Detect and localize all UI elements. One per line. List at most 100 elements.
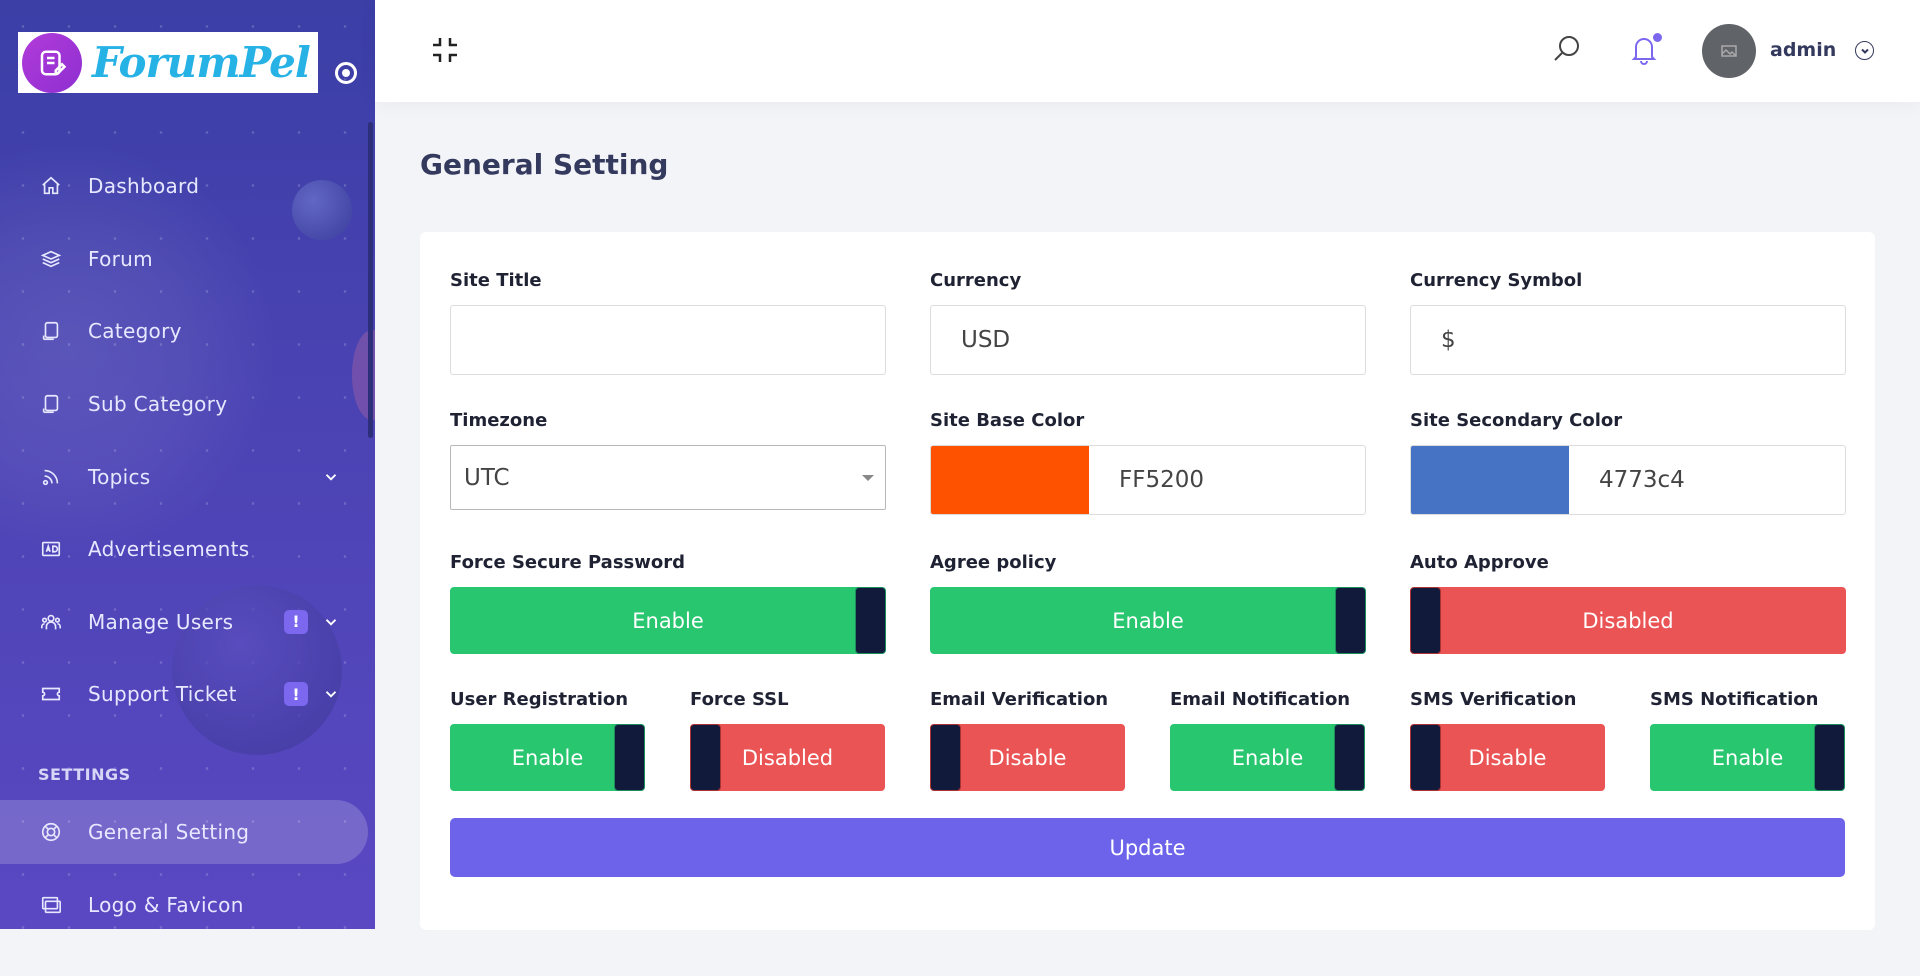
currency-symbol-label: Currency Symbol	[1410, 270, 1583, 291]
timezone-label: Timezone	[450, 410, 548, 431]
email-notification-toggle[interactable]: Enable	[1170, 724, 1365, 791]
sidebar-item-label: Sub Category	[88, 392, 228, 417]
sidebar-item-label: General Setting	[88, 820, 250, 845]
chevron-down-icon	[322, 468, 340, 486]
user-name[interactable]: admin	[1770, 39, 1837, 61]
sms-verification-label: SMS Verification	[1410, 689, 1577, 710]
sidebar-item-category[interactable]: Category	[0, 295, 375, 368]
rss-icon	[38, 464, 64, 490]
user-registration-toggle[interactable]: Enable	[450, 724, 645, 791]
bell-icon[interactable]	[1628, 33, 1660, 65]
email-notification-label: Email Notification	[1170, 689, 1351, 710]
ad-icon	[38, 536, 64, 562]
alert-badge: !	[284, 609, 308, 634]
update-button[interactable]: Update	[450, 818, 1845, 877]
secondary-color-swatch[interactable]	[1411, 446, 1569, 514]
sidebar-item-general-setting[interactable]: General Setting	[0, 796, 375, 869]
sidebar-item-label: Topics	[88, 464, 151, 489]
fullscreen-exit-icon[interactable]	[430, 35, 460, 65]
email-verification-toggle[interactable]: Disable	[930, 724, 1125, 791]
sms-notification-toggle[interactable]: Enable	[1650, 724, 1845, 791]
sidebar-nav: Dashboard Forum Category Sub Category To…	[0, 150, 375, 731]
base-color-picker[interactable]: FF5200	[930, 445, 1366, 515]
toggle-state-text: Disable	[1468, 745, 1547, 770]
toggle-knob	[1814, 724, 1845, 791]
sms-verification-toggle[interactable]: Disable	[1410, 724, 1605, 791]
currency-symbol-field: Currency Symbol	[1410, 270, 1846, 375]
sidebar: ForumPel Dashboard Forum Category Sub Ca…	[0, 0, 375, 929]
email-notification-field: Email Notification Enable	[1170, 689, 1365, 791]
toggle-state-text: Disabled	[1582, 608, 1674, 633]
topbar: admin	[375, 0, 1920, 102]
currency-symbol-input[interactable]	[1410, 305, 1846, 375]
force-ssl-toggle[interactable]: Disabled	[690, 724, 885, 791]
base-color-value[interactable]: FF5200	[1119, 467, 1204, 493]
sidebar-item-logo-favicon[interactable]: Logo & Favicon	[0, 869, 375, 929]
sidebar-item-label: Manage Users	[88, 609, 234, 634]
secondary-color-label: Site Secondary Color	[1410, 410, 1623, 431]
users-icon	[38, 609, 64, 635]
sms-notification-field: SMS Notification Enable	[1650, 689, 1845, 791]
lifebuoy-icon	[38, 819, 64, 845]
logo-note-icon	[22, 32, 82, 93]
timezone-select[interactable]: UTC	[450, 445, 886, 510]
force-secure-password-toggle[interactable]: Enable	[450, 587, 886, 654]
sidebar-item-manage-users[interactable]: Manage Users !	[0, 586, 375, 659]
currency-label: Currency	[930, 270, 1022, 291]
sidebar-item-label: Dashboard	[88, 174, 200, 199]
sidebar-item-sub-category[interactable]: Sub Category	[0, 368, 375, 441]
sidebar-item-support-ticket[interactable]: Support Ticket !	[0, 658, 375, 731]
force-secure-password-label: Force Secure Password	[450, 552, 686, 573]
user-registration-field: User Registration Enable	[450, 689, 645, 791]
toggle-state-text: Enable	[632, 608, 704, 633]
site-title-input[interactable]	[450, 305, 886, 375]
secondary-color-value[interactable]: 4773c4	[1599, 467, 1685, 493]
toggle-state-text: Disabled	[741, 745, 834, 770]
email-verification-label: Email Verification	[930, 689, 1109, 710]
toggle-state-text: Disable	[988, 745, 1067, 770]
images-icon	[38, 892, 64, 918]
sidebar-settings-nav: General Setting Logo & Favicon	[0, 796, 375, 929]
force-ssl-field: Force SSL Disabled	[690, 689, 885, 791]
sidebar-item-label: Category	[88, 319, 182, 344]
sidebar-item-label: Forum	[88, 246, 153, 271]
image-placeholder-icon	[1721, 45, 1737, 57]
toggle-knob	[614, 724, 645, 791]
search-icon[interactable]	[1551, 33, 1583, 65]
auto-approve-toggle[interactable]: Disabled	[1410, 587, 1846, 654]
site-title-field: Site Title	[450, 270, 886, 375]
sidebar-active-highlight	[0, 800, 368, 864]
base-color-swatch[interactable]	[931, 446, 1089, 514]
sidebar-item-label: Logo & Favicon	[88, 892, 244, 917]
decor-planet	[172, 585, 342, 755]
sidebar-scrollbar[interactable]	[368, 122, 373, 438]
sidebar-item-topics[interactable]: Topics	[0, 440, 375, 513]
auto-approve-field: Auto Approve Disabled	[1410, 552, 1846, 654]
toggle-state-text: Enable	[1711, 745, 1784, 770]
document-icon	[38, 391, 64, 417]
agree-policy-toggle[interactable]: Enable	[930, 587, 1366, 654]
currency-input[interactable]	[930, 305, 1366, 375]
secondary-color-picker[interactable]: 4773c4	[1410, 445, 1846, 515]
sidebar-background	[0, 0, 375, 929]
brand-logo[interactable]: ForumPel	[18, 32, 318, 93]
avatar[interactable]	[1702, 24, 1756, 78]
timezone-field: Timezone UTC	[450, 410, 886, 510]
toggle-knob	[1334, 724, 1365, 791]
chevron-down-icon[interactable]	[1855, 41, 1874, 60]
alert-badge: !	[284, 682, 308, 707]
toggle-state-text: Enable	[1231, 745, 1304, 770]
brand-name: ForumPel	[92, 38, 311, 87]
page-title: General Setting	[420, 148, 669, 181]
sidebar-item-label: Advertisements	[88, 537, 250, 562]
notification-dot	[1653, 33, 1662, 42]
sidebar-item-dashboard[interactable]: Dashboard	[0, 150, 375, 223]
sms-verification-field: SMS Verification Disable	[1410, 689, 1605, 791]
sidebar-pin-toggle[interactable]	[335, 62, 357, 84]
sidebar-item-advertisements[interactable]: Advertisements	[0, 513, 375, 586]
base-color-field: Site Base Color FF5200	[930, 410, 1366, 515]
caret-down-icon	[862, 475, 874, 481]
sidebar-item-forum[interactable]: Forum	[0, 223, 375, 296]
auto-approve-label: Auto Approve	[1410, 552, 1549, 573]
secondary-color-field: Site Secondary Color 4773c4	[1410, 410, 1846, 515]
